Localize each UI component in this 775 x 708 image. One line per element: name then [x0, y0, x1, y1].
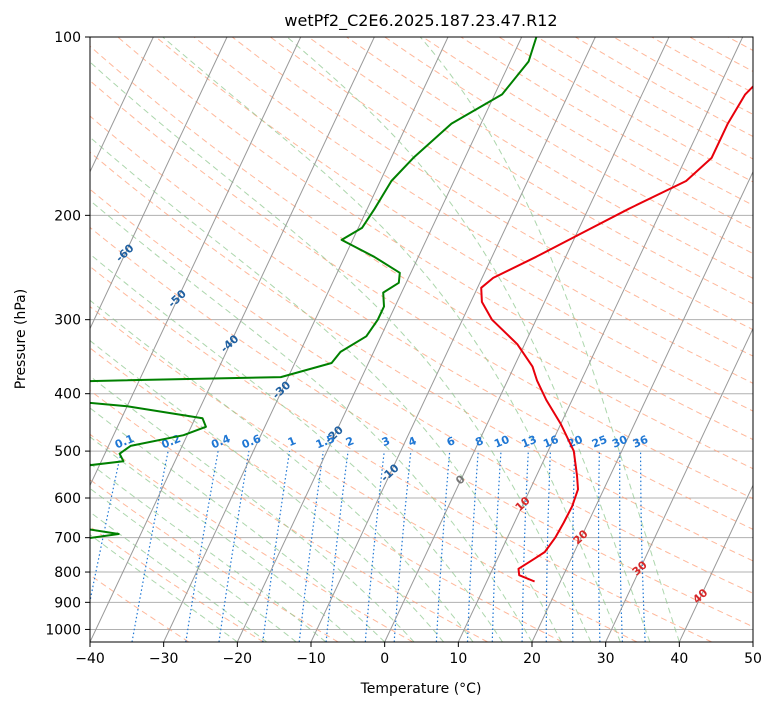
- y-tick-label: 200: [54, 208, 81, 224]
- mixing-ratio-label: 8: [473, 434, 485, 449]
- dry-adiabat-line: [193, 37, 753, 384]
- y-tick-label: 900: [54, 595, 81, 611]
- mixing-ratio-line: [393, 451, 412, 642]
- axis-ticks: −40 −30 −20 −10 0 10 20 30 40 50 100 200 300 400 500 60…: [45, 30, 762, 667]
- isotherm-line: [605, 327, 753, 642]
- moist-adiabat-line: [90, 61, 592, 642]
- moist-adiabat-line: [162, 37, 621, 642]
- dry-adiabat-line: [90, 265, 712, 642]
- mixing-ratio-line: [364, 451, 385, 642]
- dry-adiabat-line: [90, 479, 339, 642]
- isotherm-line: [0, 37, 80, 642]
- y-tick-label: 400: [54, 387, 81, 403]
- mixing-ratio-line: [218, 451, 250, 642]
- moist-adiabat-line: [90, 136, 562, 642]
- moist-adiabat-line: [90, 511, 268, 642]
- x-tick-label: 40: [670, 651, 688, 667]
- mixing-ratio-label: 1: [286, 434, 298, 449]
- y-axis-label: Pressure (hPa): [13, 289, 29, 389]
- x-tick-label: 30: [597, 651, 615, 667]
- isotherm-line: [531, 170, 753, 642]
- mixing-ratio-label: 13: [519, 433, 538, 451]
- x-tick-label: 50: [744, 651, 762, 667]
- y-tick-label: 800: [54, 565, 81, 581]
- dry-adiabat-line: [90, 115, 753, 530]
- mixing-ratio-label: 2: [344, 434, 356, 449]
- moist-adiabat-line: [90, 534, 238, 642]
- x-tick-label: −10: [296, 651, 326, 667]
- x-tick-label: −40: [75, 651, 105, 667]
- moist-adiabat-line: [90, 339, 444, 642]
- y-tick-label: 300: [54, 313, 81, 329]
- dry-adiabat-line: [90, 80, 753, 500]
- mixing-ratio-label: 3: [380, 434, 392, 449]
- dry-adiabat-line: [90, 45, 753, 470]
- x-tick-label: −30: [149, 651, 179, 667]
- moist-adiabat-line: [90, 299, 474, 642]
- dry-adiabat-line: [90, 389, 488, 642]
- x-tick-label: 10: [449, 651, 467, 667]
- isotherm-line: [90, 37, 375, 642]
- plot-background: [90, 37, 753, 642]
- isotherm-line: [310, 37, 596, 642]
- moist-adiabat-line: [90, 436, 356, 642]
- isotherm-line: [0, 37, 6, 642]
- moist-adiabat-line: [90, 199, 533, 642]
- y-tick-label: 700: [54, 531, 81, 547]
- y-tick-label: 600: [54, 491, 81, 507]
- temperature-profile-line: [480, 85, 753, 583]
- mixing-ratio-line: [325, 451, 349, 642]
- isotherm-line: [163, 37, 449, 642]
- x-tick-label: −20: [223, 651, 253, 667]
- isotherm-line: [678, 484, 753, 642]
- isotherm-line: [752, 640, 753, 642]
- mixing-ratio-line: [262, 451, 291, 642]
- mixing-ratio-label: 16: [541, 433, 560, 451]
- isotherm-line: [90, 37, 228, 330]
- mixing-ratio-line: [298, 451, 324, 642]
- moist-adiabat-line: [90, 253, 503, 642]
- plot-frame: [89, 36, 754, 643]
- dry-adiabat-line: [308, 37, 753, 305]
- isotherm-line: [384, 37, 670, 642]
- dry-adiabat-line: [766, 37, 775, 642]
- isotherm-line: [457, 37, 744, 642]
- isotherm-line: [90, 37, 154, 173]
- isotherm-line: [236, 37, 523, 642]
- moist-adiabat-line: [419, 37, 680, 642]
- x-tick-label: 0: [380, 651, 389, 667]
- mixing-ratio-labels: 0.1 0.2 0.4 0.6 1 1.5 2 3 4 6 8 10 13 16 20 25 30 36: [113, 432, 650, 451]
- y-tick-label: 1000: [45, 622, 81, 638]
- dry-adiabat-line: [90, 574, 190, 642]
- mixing-ratio-label: 36: [631, 433, 650, 451]
- x-tick-label: 20: [523, 651, 541, 667]
- dewpoint-profile-line: [90, 37, 538, 540]
- dry-adiabat-line: [90, 347, 563, 642]
- dry-adiabat-line: [90, 226, 753, 628]
- mixing-ratio-label: 25: [590, 433, 609, 451]
- mixing-ratio-label: 30: [610, 433, 629, 451]
- chart-title: wetPf2_C2E6.2025.187.23.47.R12: [284, 11, 557, 31]
- isotherm-label: -80: [9, 151, 33, 174]
- mixing-ratio-label: 10: [492, 433, 511, 451]
- moist-adiabat-line: [90, 407, 386, 642]
- moist-adiabat-line: [286, 37, 651, 642]
- profile-series: [90, 37, 753, 583]
- dry-adiabat-line: [231, 37, 753, 357]
- dry-adiabat-line: [90, 305, 638, 642]
- isotherm-line: [90, 37, 302, 487]
- y-tick-label: 100: [54, 30, 81, 46]
- y-tick-label: 500: [54, 444, 81, 460]
- x-axis-label: Temperature (°C): [360, 681, 482, 697]
- background-lines: [0, 37, 775, 642]
